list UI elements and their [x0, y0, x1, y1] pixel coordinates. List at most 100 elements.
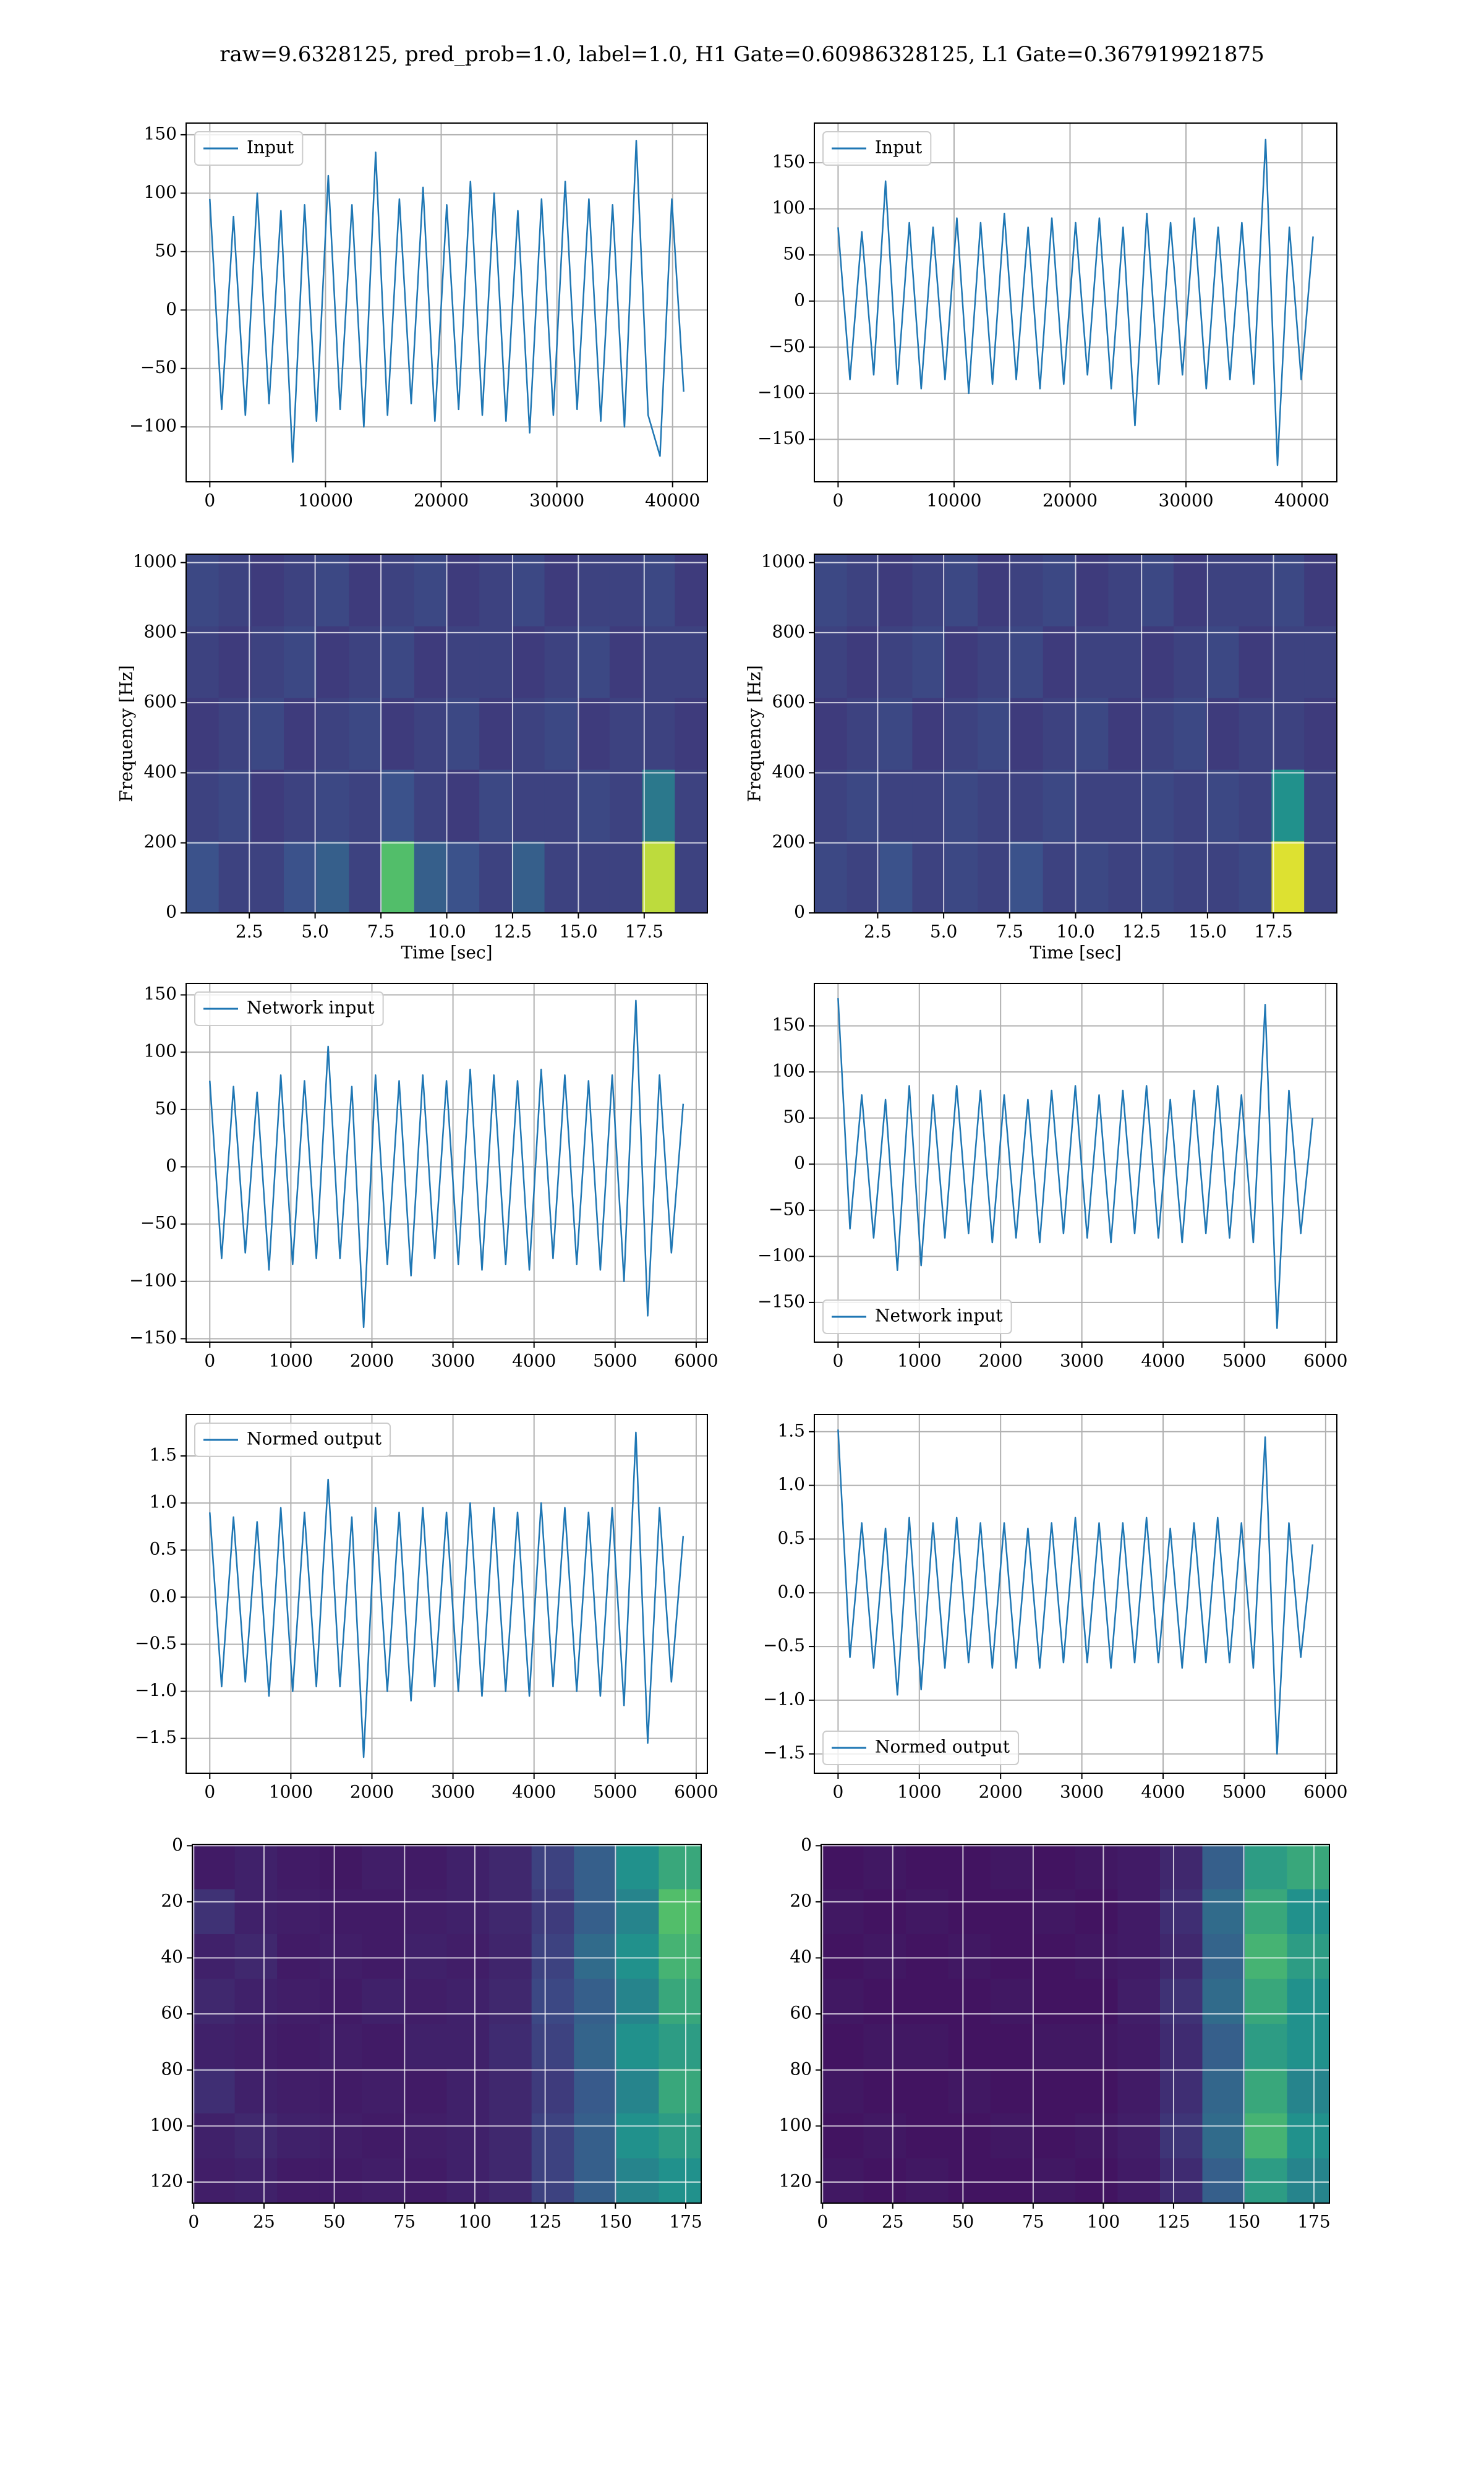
heatmap-cell — [1287, 2158, 1329, 2203]
legend-box — [194, 1423, 391, 1457]
heatmap-cell — [1075, 769, 1109, 842]
heatmap-cell — [912, 554, 945, 627]
heatmap-cell — [1075, 698, 1109, 770]
heatmap-cell — [906, 2158, 949, 2203]
heatmap-cell — [446, 2113, 490, 2159]
heatmap-cell — [1271, 769, 1305, 842]
x-tick-label: 5000 — [593, 1351, 637, 1371]
heatmap-cell — [1160, 1844, 1203, 1890]
heatmap-cell — [609, 841, 643, 913]
heatmap-cell — [414, 626, 447, 698]
heatmap-cell — [906, 1889, 949, 1935]
heatmap-cell — [1043, 554, 1076, 627]
x-tick-label: 100 — [458, 2212, 491, 2232]
heatmap-cell — [251, 769, 284, 842]
heatmap-cell — [577, 841, 610, 913]
heatmap-cell — [531, 1979, 574, 2024]
heatmap-cell — [1160, 1889, 1203, 1935]
y-tick-label: 80 — [161, 2058, 183, 2079]
x-tick-label: 17.5 — [625, 922, 663, 942]
heatmap-cell — [316, 841, 349, 913]
heatmap-cell — [1287, 1889, 1329, 1935]
y-tick-label: 50 — [155, 1098, 177, 1118]
x-tick-label: 6000 — [674, 1782, 718, 1802]
heatmap-cell — [218, 769, 252, 842]
heatmap-cell — [1206, 698, 1240, 770]
heatmap-cell — [1173, 841, 1207, 913]
x-tick-label: 1000 — [269, 1351, 313, 1371]
y-tick-label: 50 — [783, 1106, 805, 1127]
y-tick-label: 1.0 — [149, 1492, 177, 1512]
heatmap-cell — [821, 1979, 864, 2024]
legend-label: Normed output — [875, 1737, 1010, 1757]
signal-line — [837, 139, 1314, 466]
heatmap-cell — [1239, 769, 1272, 842]
heatmap-cell — [277, 1934, 320, 1979]
y-tick-label: 200 — [772, 831, 805, 852]
axes-frame — [814, 983, 1337, 1343]
heatmap-cell — [1141, 841, 1174, 913]
heatmap-cell — [544, 841, 578, 913]
heatmap-cell — [1141, 554, 1174, 627]
heatmap-cell — [945, 841, 978, 913]
heatmap-cell — [404, 2158, 447, 2203]
y-tick-label: 0.5 — [149, 1539, 177, 1559]
heatmap-cell — [234, 1934, 278, 1979]
y-tick-label: −100 — [129, 1270, 177, 1290]
heatmap-cell — [1202, 1844, 1245, 1890]
heatmap-cell — [489, 2158, 532, 2203]
x-tick-label: 0 — [188, 2212, 199, 2232]
y-tick-label: 100 — [144, 182, 177, 202]
x-axis-label: Time [sec] — [1030, 943, 1121, 963]
y-tick-label: −0.5 — [763, 1635, 805, 1656]
heatmap-cell — [978, 626, 1011, 698]
x-tick-label: 40000 — [1274, 490, 1329, 511]
heatmap-cell — [978, 841, 1011, 913]
heatmap-cell — [1173, 698, 1207, 770]
subplot: 0 10000 20000 30000 40000 −150 −100 −50 0 50 100 15… — [757, 122, 1337, 511]
x-tick-label: 0 — [832, 1782, 843, 1802]
y-tick-label: 120 — [150, 2171, 183, 2191]
heatmap-cell — [912, 698, 945, 770]
heatmap-cell — [863, 1889, 906, 1935]
heatmap-cell — [1245, 2113, 1287, 2159]
heatmap-cell — [1117, 1934, 1161, 1979]
heatmap-cell — [991, 2068, 1033, 2114]
heatmap-cell — [642, 769, 675, 842]
heatmap-cell — [609, 698, 643, 770]
heatmap-cell — [1075, 2158, 1118, 2203]
heatmap-cell — [404, 1979, 447, 2024]
heatmap-cell — [382, 841, 415, 913]
heatmap-cell — [1033, 1979, 1076, 2024]
heatmap-cell — [1245, 2158, 1287, 2203]
heatmap-cell — [404, 1844, 447, 1890]
x-tick-label: 2000 — [350, 1782, 394, 1802]
heatmap-cell — [349, 626, 382, 698]
y-tick-label: 50 — [783, 244, 805, 264]
heatmap-cell — [1202, 2158, 1245, 2203]
heatmap-cell — [879, 841, 913, 913]
legend: Normed output — [822, 1731, 1020, 1765]
heatmap-cell — [574, 2113, 617, 2159]
x-tick-label: 25 — [882, 2212, 904, 2232]
signal-line — [209, 1431, 684, 1758]
x-tick-label: 4000 — [1141, 1351, 1185, 1371]
heatmap-cell — [479, 626, 513, 698]
heatmap-cell — [1117, 2024, 1161, 2069]
heatmap-cell — [609, 626, 643, 698]
heatmap-cell — [991, 2024, 1033, 2069]
x-tick-label: 125 — [529, 2212, 561, 2232]
heatmap-cell — [362, 2158, 405, 2203]
heatmap-cell — [1160, 2113, 1203, 2159]
heatmap-cell — [616, 2158, 659, 2203]
heatmap-cell — [382, 769, 415, 842]
heatmap-cell — [906, 1844, 949, 1890]
x-tick-label: 6000 — [674, 1351, 718, 1371]
heatmap-cell — [1239, 698, 1272, 770]
heatmap-cell — [511, 698, 545, 770]
heatmap-cell — [1287, 1844, 1329, 1890]
y-tick-label: 0 — [794, 902, 805, 922]
heatmap-cell — [404, 1889, 447, 1935]
heatmap-cell — [1033, 2024, 1076, 2069]
heatmap-cell — [659, 2024, 701, 2069]
